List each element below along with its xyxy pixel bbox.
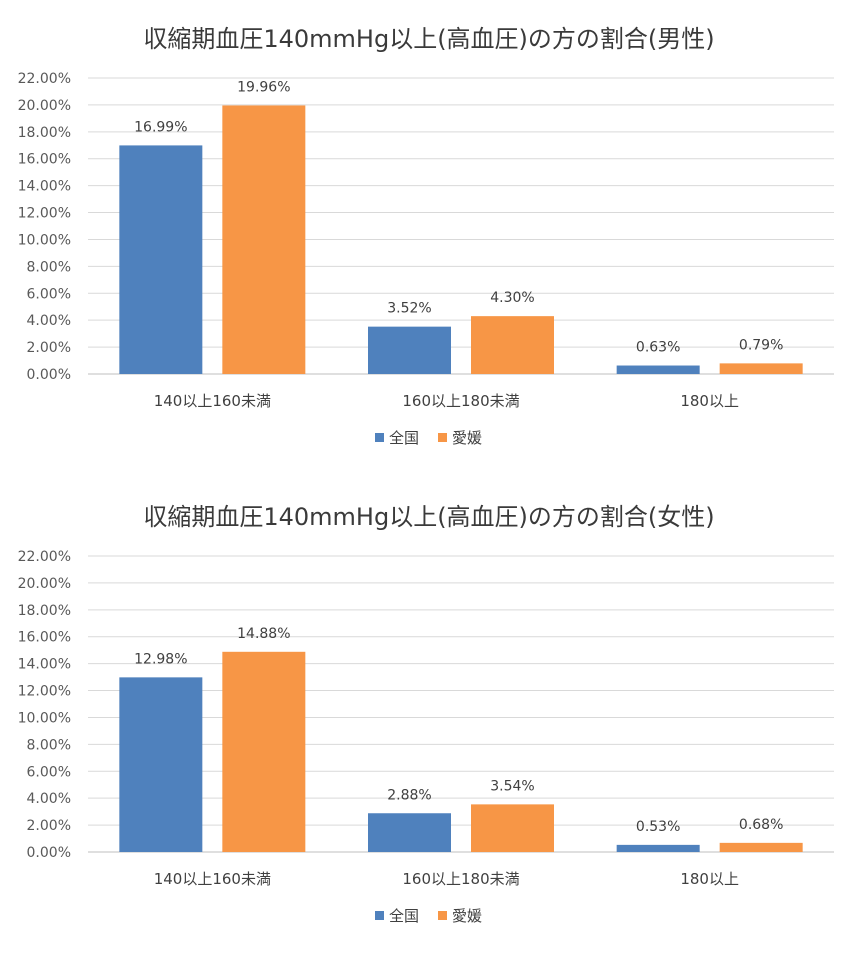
chart-title: 収縮期血圧140mmHg以上(高血圧)の方の割合(女性) [143,503,714,531]
bar-ehime [719,842,803,852]
bar-national [616,365,700,374]
y-tick-label: 0.00% [27,367,71,383]
y-tick-label: 14.00% [18,657,71,673]
data-label: 0.79% [739,337,783,353]
data-label: 14.88% [237,626,290,642]
y-tick-label: 18.00% [18,603,71,619]
y-tick-label: 6.00% [27,286,71,302]
y-tick-label: 10.00% [18,232,71,248]
y-tick-label: 10.00% [18,710,71,726]
y-tick-label: 14.00% [18,179,71,195]
y-tick-label: 18.00% [18,125,71,141]
data-label: 3.54% [490,778,534,794]
y-tick-label: 22.00% [18,549,71,565]
chart-title: 収縮期血圧140mmHg以上(高血圧)の方の割合(男性) [143,25,714,53]
data-label: 12.98% [134,651,187,667]
y-tick-label: 6.00% [27,764,71,780]
legend-label: 全国 [389,429,419,447]
y-tick-label: 16.00% [18,630,71,646]
data-label: 0.68% [739,817,783,833]
legend-label: 愛媛 [452,429,482,447]
chart-male-svg: 収縮期血圧140mmHg以上(高血圧)の方の割合(男性) 0.00% 2.00% 4.… [18,25,834,447]
x-category-label: 140以上160未満 [154,392,271,410]
bar-ehime [471,804,554,852]
bar-national [616,844,700,852]
y-tick-label: 8.00% [27,737,71,753]
bar-national [368,813,451,852]
chart-female-svg: 収縮期血圧140mmHg以上(高血圧)の方の割合(女性) 0.00% 2.00% 4.… [18,503,834,925]
y-tick-label: 20.00% [18,98,71,114]
chart-female: 収縮期血圧140mmHg以上(高血圧)の方の割合(女性) 0.00% 2.00% 4.… [0,478,858,956]
legend-swatch [375,911,384,920]
bar-national [119,145,203,374]
legend-swatch [375,433,384,442]
y-tick-label: 4.00% [27,313,71,329]
bar-national [368,326,451,374]
y-tick-label: 20.00% [18,576,71,592]
y-tick-label: 22.00% [18,71,71,87]
y-tick-label: 2.00% [27,340,71,356]
bar-national [119,677,203,852]
y-tick-label: 0.00% [27,845,71,861]
legend-label: 愛媛 [452,907,482,925]
data-label: 3.52% [387,301,431,317]
bar-ehime [471,316,554,374]
bar-ehime [719,363,803,374]
y-tick-label: 12.00% [18,684,71,700]
data-label: 19.96% [237,79,290,95]
data-label: 0.63% [636,340,680,356]
data-label: 16.99% [134,119,187,135]
x-category-label: 140以上160未満 [154,870,271,888]
x-category-label: 160以上180未満 [402,870,519,888]
y-tick-label: 8.00% [27,259,71,275]
legend-label: 全国 [389,907,419,925]
legend-swatch [438,911,447,920]
chart-male: 収縮期血圧140mmHg以上(高血圧)の方の割合(男性) 0.00% 2.00% 4.… [0,0,858,478]
legend-swatch [438,433,447,442]
data-label: 2.88% [387,787,431,803]
x-category-label: 180以上 [680,870,739,888]
x-category-label: 180以上 [680,392,739,410]
bar-ehime [222,105,306,375]
data-label: 0.53% [636,819,680,835]
data-label: 4.30% [490,290,534,306]
bar-ehime [222,651,306,852]
y-tick-label: 16.00% [18,152,71,168]
y-tick-label: 2.00% [27,818,71,834]
y-tick-label: 12.00% [18,206,71,222]
x-category-label: 160以上180未満 [402,392,519,410]
y-tick-label: 4.00% [27,791,71,807]
